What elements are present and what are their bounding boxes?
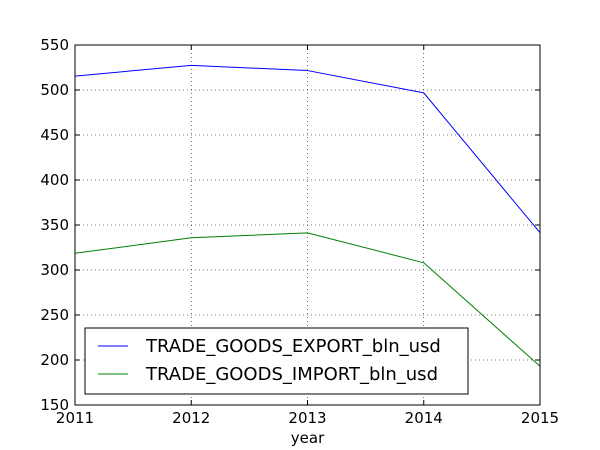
y-tick-label: 400 [40, 171, 69, 189]
y-tick-label: 250 [40, 306, 69, 324]
x-tick-label: 2011 [56, 409, 94, 427]
legend: TRADE_GOODS_EXPORT_bln_usd TRADE_GOODS_IM… [84, 327, 469, 395]
y-tick-label: 300 [40, 261, 69, 279]
tick-marks [74, 44, 541, 406]
y-tick-label: 350 [40, 216, 69, 234]
y-tick-label: 150 [40, 396, 69, 414]
y-tick-label: 450 [40, 126, 69, 144]
legend-items: TRADE_GOODS_EXPORT_bln_usd TRADE_GOODS_IM… [98, 336, 441, 385]
y-tick-label: 550 [40, 36, 69, 54]
series-line-import [74, 232, 541, 367]
y-tick-labels: 150 200 250 300 350 400 450 500 550 [40, 36, 69, 414]
series-lines [74, 64, 541, 367]
y-tick-label: 200 [40, 351, 69, 369]
series-line-export [74, 64, 541, 234]
x-axis-label: year [291, 429, 325, 447]
x-tick-label: 2012 [172, 409, 210, 427]
x-tick-label: 2015 [521, 409, 559, 427]
legend-label: TRADE_GOODS_IMPORT_bln_usd [145, 364, 438, 385]
y-tick-label: 500 [40, 81, 69, 99]
legend-label: TRADE_GOODS_EXPORT_bln_usd [145, 336, 441, 357]
legend-box [84, 327, 469, 395]
x-tick-label: 2014 [405, 409, 443, 427]
x-tick-label: 2013 [288, 409, 326, 427]
x-tick-labels: 2011 2012 2013 2014 2015 [56, 409, 559, 427]
